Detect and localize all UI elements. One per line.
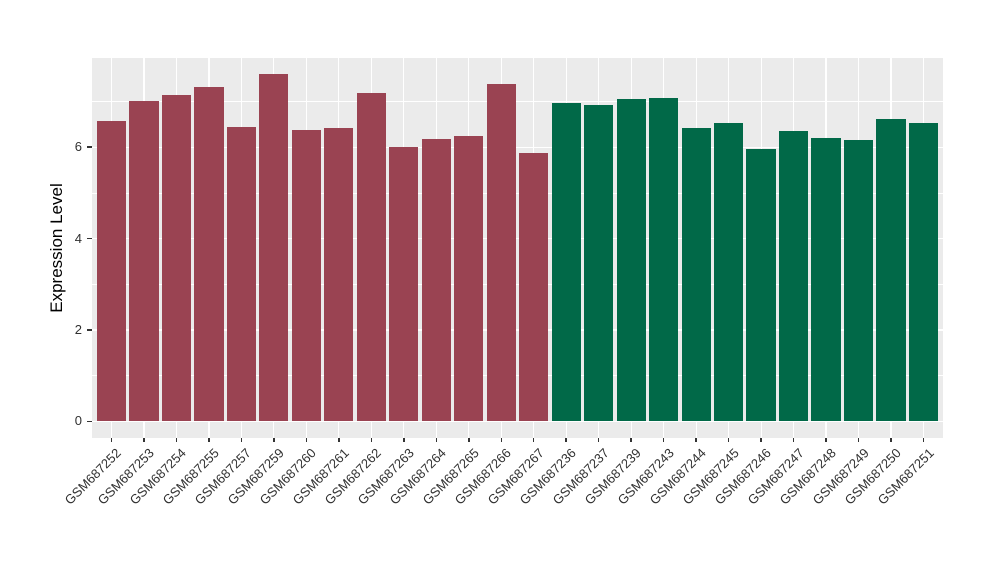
y-tick-label: 2 bbox=[74, 322, 82, 337]
bar-GSM687243 bbox=[649, 97, 679, 422]
y-tick-mark bbox=[87, 329, 92, 331]
x-tick-mark bbox=[727, 438, 730, 442]
bar-GSM687260 bbox=[291, 129, 321, 422]
x-tick-mark bbox=[208, 438, 210, 442]
bar-GSM687239 bbox=[616, 98, 646, 422]
y-tick-label: 0 bbox=[74, 413, 82, 429]
y-tick-label: 6 bbox=[74, 139, 82, 155]
x-tick-mark bbox=[630, 438, 632, 442]
x-tick-mark bbox=[695, 438, 697, 442]
gridline-major bbox=[92, 420, 943, 423]
x-tick-mark bbox=[305, 438, 308, 442]
x-tick-mark bbox=[532, 438, 535, 442]
x-tick-mark bbox=[143, 438, 145, 442]
x-tick-mark bbox=[662, 438, 665, 442]
gridline-major bbox=[92, 329, 943, 331]
bar-GSM687266 bbox=[486, 83, 516, 422]
bar-GSM687263 bbox=[389, 147, 419, 422]
bar-GSM687245 bbox=[714, 122, 744, 422]
gridline-major bbox=[92, 237, 943, 240]
y-tick-label: 4 bbox=[74, 230, 82, 246]
bar-GSM687252 bbox=[96, 120, 127, 422]
bar-GSM687265 bbox=[454, 135, 484, 422]
x-tick-mark bbox=[338, 438, 340, 442]
bar-GSM687264 bbox=[421, 138, 451, 422]
bar-GSM687261 bbox=[324, 128, 354, 422]
bar-GSM687237 bbox=[584, 104, 614, 422]
x-tick-mark bbox=[792, 438, 795, 442]
y-tick-mark bbox=[87, 146, 92, 148]
gridline-minor bbox=[92, 375, 943, 377]
y-tick-mark bbox=[87, 237, 92, 240]
x-tick-mark bbox=[760, 438, 762, 442]
x-tick-mark bbox=[273, 438, 275, 442]
bar-GSM687262 bbox=[356, 92, 386, 422]
bar-GSM687253 bbox=[129, 100, 159, 422]
bar-GSM687244 bbox=[681, 127, 711, 422]
x-tick-mark bbox=[240, 438, 243, 442]
gridline-minor bbox=[92, 192, 943, 194]
x-tick-mark bbox=[922, 438, 925, 442]
bar-GSM687247 bbox=[778, 130, 809, 422]
bar-GSM687257 bbox=[226, 126, 256, 422]
y-axis-title: Expression Level bbox=[47, 183, 66, 313]
bar-GSM687254 bbox=[161, 94, 192, 422]
bar-GSM687255 bbox=[194, 87, 224, 422]
x-tick-mark bbox=[110, 438, 113, 442]
x-tick-mark bbox=[890, 438, 892, 442]
gridline-minor bbox=[92, 101, 943, 102]
bar-GSM687259 bbox=[259, 73, 289, 422]
bar-GSM687250 bbox=[876, 119, 906, 422]
x-tick-mark bbox=[825, 438, 827, 442]
x-tick-mark bbox=[857, 438, 860, 442]
x-tick-mark bbox=[370, 438, 373, 442]
bar-GSM687248 bbox=[811, 137, 841, 422]
bar-GSM687236 bbox=[551, 102, 581, 422]
x-tick-mark bbox=[597, 438, 600, 442]
bar-GSM687251 bbox=[908, 123, 939, 422]
bar-GSM687246 bbox=[746, 149, 776, 422]
bar-GSM687249 bbox=[843, 139, 874, 422]
bar-GSM687267 bbox=[519, 153, 549, 422]
x-tick-mark bbox=[468, 438, 470, 442]
plot-panel bbox=[92, 58, 943, 438]
x-tick-mark bbox=[175, 438, 178, 442]
x-tick-mark bbox=[403, 438, 405, 442]
gridline-minor bbox=[92, 283, 943, 285]
x-tick-mark bbox=[565, 438, 567, 442]
y-tick-mark bbox=[87, 420, 92, 423]
x-tick-mark bbox=[435, 438, 438, 442]
gridline-major bbox=[92, 146, 943, 148]
x-tick-mark bbox=[500, 438, 502, 442]
